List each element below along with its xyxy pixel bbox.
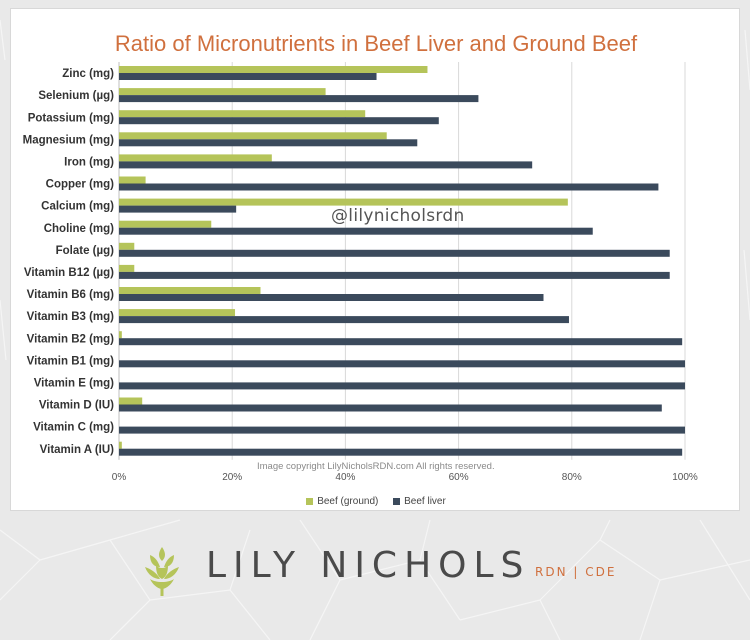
bar-ground-beef <box>119 88 326 96</box>
bar-ground-beef <box>119 242 135 250</box>
x-tick-label: 60% <box>449 472 469 483</box>
legend-swatch-ground-beef <box>306 497 314 505</box>
legend-label-ground-beef: Beef (ground) <box>317 496 379 507</box>
bar-ground-beef <box>119 198 568 206</box>
x-tick-label: 0% <box>112 472 127 483</box>
category-label: Vitamin B12 (µg) <box>24 267 114 279</box>
bar-beef-liver <box>119 271 670 279</box>
category-label: Vitamin B3 (mg) <box>27 311 114 323</box>
category-label: Vitamin D (IU) <box>39 400 114 412</box>
bar-beef-liver <box>119 294 544 301</box>
x-tick-label: 100% <box>672 472 698 483</box>
chart-title: Ratio of Micronutrients in Beef Liver an… <box>114 31 638 56</box>
category-label: Folate (µg) <box>56 245 115 257</box>
bar-beef-liver <box>119 139 418 147</box>
category-label: Choline (mg) <box>44 223 114 235</box>
bar-ground-beef <box>119 154 272 162</box>
bar-beef-liver <box>119 161 533 169</box>
bar-ground-beef <box>119 309 236 317</box>
category-label: Vitamin E (mg) <box>34 377 114 389</box>
category-label: Zinc (mg) <box>62 68 114 80</box>
bar-ground-beef <box>119 176 146 184</box>
bar-ground-beef <box>119 287 261 294</box>
brand-credentials: RDN | CDE <box>535 565 617 579</box>
x-tick-label: 20% <box>222 472 242 483</box>
bar-beef-liver <box>119 73 377 80</box>
bar-ground-beef <box>119 331 122 339</box>
bar-ground-beef <box>119 110 366 118</box>
category-label: Vitamin B1 (mg) <box>27 355 114 367</box>
bar-beef-liver <box>119 338 683 346</box>
bar-beef-liver <box>119 404 662 412</box>
bar-beef-liver <box>119 95 479 103</box>
bar-beef-liver <box>119 448 683 456</box>
bar-beef-liver <box>119 183 659 191</box>
watermark-handle: @lilynicholsrdn <box>331 206 465 226</box>
x-tick-label: 80% <box>562 472 582 483</box>
bar-beef-liver <box>119 117 439 125</box>
category-label: Magnesium (mg) <box>23 134 115 146</box>
bar-ground-beef <box>119 132 387 140</box>
category-label: Vitamin B6 (mg) <box>27 289 114 301</box>
category-label: Vitamin B2 (mg) <box>27 333 114 345</box>
bar-ground-beef <box>119 397 143 405</box>
bar-ground-beef <box>119 441 122 449</box>
bar-beef-liver <box>119 227 593 235</box>
category-label: Copper (mg) <box>46 179 115 191</box>
legend-swatch-beef-liver <box>393 497 401 505</box>
brand-name: LILY NICHOLS <box>206 545 531 586</box>
category-label: Selenium (µg) <box>38 90 114 102</box>
bar-beef-liver <box>119 316 569 324</box>
bar-ground-beef <box>119 220 212 228</box>
legend-label-beef-liver: Beef liver <box>404 496 446 507</box>
bar-beef-liver <box>119 426 685 434</box>
category-label: Vitamin A (IU) <box>40 444 114 456</box>
legend-item-beef-liver: Beef liver <box>393 496 446 507</box>
category-label: Potassium (mg) <box>28 112 114 124</box>
bar-beef-liver <box>119 360 685 368</box>
bar-ground-beef <box>119 264 135 272</box>
chart-card: Ratio of Micronutrients in Beef Liver an… <box>10 8 740 511</box>
artichoke-icon <box>145 547 179 596</box>
bar-ground-beef <box>119 66 428 73</box>
bar-beef-liver <box>119 205 237 213</box>
category-label: Iron (mg) <box>64 156 114 168</box>
copyright-note: Image copyright LilyNicholsRDN.com All r… <box>257 461 495 472</box>
x-tick-label: 40% <box>335 472 355 483</box>
bar-beef-liver <box>119 249 670 257</box>
bar-chart: 0% 20% 40% 60% 80% 100% Zinc (mg) Selenium (µg)… <box>23 62 698 483</box>
bar-beef-liver <box>119 382 685 390</box>
category-label: Calcium (mg) <box>41 201 114 213</box>
legend-item-ground-beef: Beef (ground) <box>306 496 378 507</box>
category-label: Vitamin C (mg) <box>33 422 114 434</box>
chart-legend: Beef (ground) Beef liver <box>11 496 741 507</box>
